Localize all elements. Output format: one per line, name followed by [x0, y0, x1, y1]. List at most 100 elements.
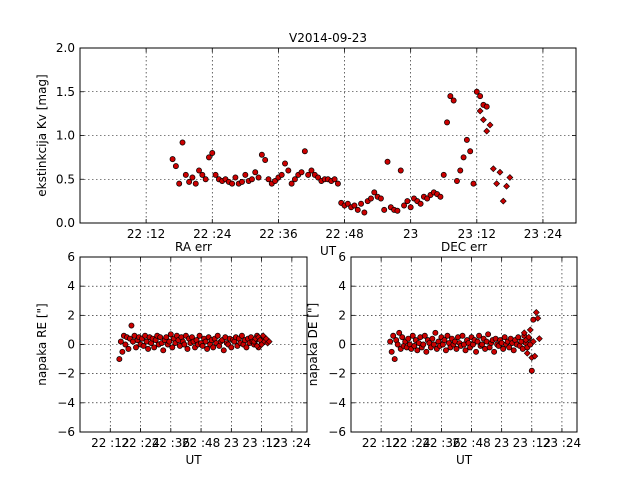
data-point — [397, 167, 404, 174]
data-point — [394, 341, 401, 348]
data-point — [476, 332, 483, 339]
data-point — [160, 347, 167, 354]
data-point — [477, 93, 484, 100]
x-tick-label: 23 :12 — [242, 436, 280, 450]
data-point-diamond — [506, 174, 514, 181]
data-point — [214, 332, 221, 339]
data-point — [128, 322, 135, 329]
x-tick-label: 23 — [494, 436, 509, 450]
data-point — [186, 178, 193, 185]
x-tick-label: 22 :12 — [362, 436, 400, 450]
data-point — [528, 367, 535, 374]
data-point — [238, 332, 245, 339]
data-point — [199, 171, 206, 178]
data-point — [189, 174, 196, 181]
data-point — [172, 163, 179, 170]
y-tick-label: −2 — [328, 367, 346, 381]
data-point-diamond — [526, 326, 534, 334]
data-point — [381, 206, 388, 213]
data-point — [209, 150, 216, 156]
data-point-diamond — [532, 308, 540, 316]
data-point — [204, 345, 211, 352]
data-point-diamond — [265, 338, 273, 346]
data-point-diamond — [479, 116, 487, 124]
data-point — [331, 176, 338, 183]
data-point — [441, 337, 448, 344]
x-tick-label: 22 :36 — [152, 436, 190, 450]
data-point — [457, 167, 464, 174]
y-tick-label: −4 — [57, 396, 75, 410]
y-tick-label: −4 — [328, 396, 346, 410]
data-point — [414, 347, 421, 354]
data-point — [252, 169, 259, 176]
data-point — [485, 331, 492, 338]
data-point — [390, 332, 397, 339]
data-point — [278, 171, 285, 178]
data-point — [272, 178, 279, 184]
data-point — [282, 160, 288, 167]
y-tick-label: 0 — [67, 338, 75, 352]
data-point — [450, 97, 457, 104]
data-point — [391, 356, 398, 363]
data-point — [206, 154, 212, 161]
data-point — [442, 347, 449, 354]
data-point-diamond — [535, 335, 543, 343]
x-tick-label: 22 :48 — [452, 436, 490, 450]
data-point — [401, 202, 408, 209]
data-point — [220, 347, 227, 354]
data-point — [483, 103, 490, 110]
data-point — [399, 334, 406, 341]
data-point — [169, 156, 176, 163]
data-point — [167, 331, 174, 338]
data-point — [182, 171, 189, 178]
chart-title: DEC err — [441, 240, 487, 254]
x-tick-label: 22 :24 — [121, 436, 159, 450]
y-tick-label: 6 — [338, 250, 346, 264]
data-point — [368, 195, 374, 202]
data-point — [453, 345, 460, 352]
data-point — [409, 332, 416, 339]
data-point — [301, 148, 308, 155]
y-tick-label: 4 — [67, 279, 75, 293]
data-point-diamond — [523, 349, 531, 357]
x-axis-label: UT — [185, 453, 202, 467]
data-point — [212, 171, 219, 178]
data-point-diamond — [483, 127, 491, 135]
data-point — [405, 335, 412, 342]
data-point — [387, 338, 394, 345]
data-point — [288, 180, 295, 187]
data-point — [258, 151, 265, 158]
y-axis-label: napaka DE ["] — [306, 303, 320, 386]
data-point — [473, 348, 480, 355]
data-point — [334, 180, 341, 187]
data-point-diamond — [499, 197, 507, 205]
data-point-diamond — [531, 352, 539, 360]
data-point — [462, 347, 469, 354]
data-point — [344, 200, 351, 207]
data-point — [166, 338, 173, 345]
axes-frame — [350, 256, 578, 433]
data-point — [454, 178, 460, 184]
data-point-diamond — [486, 121, 494, 129]
data-point — [351, 202, 358, 209]
data-point — [474, 338, 481, 345]
data-point — [384, 158, 391, 165]
extinction-panel: 22 :12 22 :24 22 :36 22 :48 23 23 :12 23 :24 0.… — [35, 31, 577, 258]
data-point — [232, 174, 239, 181]
data-point — [396, 329, 403, 336]
data-point — [358, 200, 365, 207]
chart-title: V2014-09-23 — [289, 31, 367, 45]
x-tick-label: 22 :12 — [127, 227, 165, 241]
data-point — [467, 148, 474, 155]
data-point — [243, 344, 250, 351]
data-point — [420, 341, 427, 348]
data-point — [361, 209, 368, 216]
data-point — [184, 345, 191, 352]
y-tick-label: 2 — [338, 308, 346, 322]
y-tick-label: 2.0 — [56, 41, 75, 55]
data-point — [196, 167, 202, 174]
data-point — [163, 334, 170, 341]
x-tick-label: 23 :24 — [273, 436, 311, 450]
